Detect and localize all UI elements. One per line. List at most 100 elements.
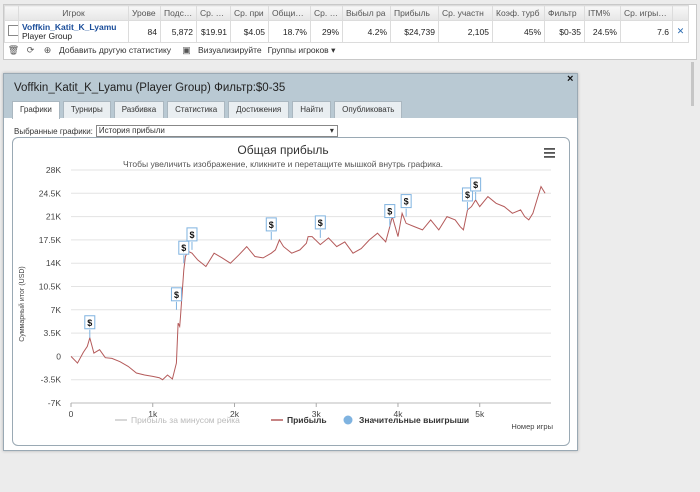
chart-title: Общая прибыль <box>237 143 328 157</box>
chart-select-row: Выбранные графики: История прибыли ▾ <box>14 125 338 137</box>
big-win-marker[interactable]: $ <box>384 204 396 227</box>
marker-label: $ <box>404 197 409 207</box>
dialog-title: Voffkin_Katit_K_Lyamu (Player Group) Фил… <box>14 82 286 94</box>
chart-frame: Общая прибыль Чтобы увеличить изображени… <box>12 137 570 446</box>
chevron-down-icon: ▾ <box>331 44 336 55</box>
y-tick-label: 3.5K <box>44 328 62 338</box>
marker-box <box>470 177 482 192</box>
close-icon[interactable]: × <box>567 73 574 85</box>
big-win-marker[interactable]: $ <box>178 240 190 264</box>
x-tick-label: 0 <box>69 409 74 419</box>
page-scrollbar[interactable] <box>691 62 694 106</box>
header-filter[interactable]: Фильтр <box>544 5 585 21</box>
cell-profit: $24,739 <box>390 20 439 43</box>
y-tick-label: 10.5K <box>39 282 62 292</box>
cell-count: 5,872 <box>160 20 197 43</box>
x-axis-label: Номер игры <box>511 422 553 431</box>
header-extra <box>672 5 689 21</box>
big-win-marker[interactable]: $ <box>170 287 182 310</box>
chart-select[interactable]: История прибыли ▾ <box>95 125 338 137</box>
big-win-marker[interactable]: $ <box>461 187 473 210</box>
y-axis-label: Суммарный итог (USD) <box>18 266 26 342</box>
cell-avg-profit: $4.05 <box>230 20 269 43</box>
cell-avg-stake: $19.91 <box>196 20 231 43</box>
header-avg-stake[interactable]: Ср. ста <box>196 5 231 21</box>
visualize-button[interactable]: Визуализируйте <box>198 45 262 55</box>
add-stats-button[interactable]: Добавить другую статистику <box>59 45 172 55</box>
big-win-marker[interactable]: $ <box>186 227 198 250</box>
marker-label: $ <box>87 318 92 328</box>
visualize-icon[interactable]: ▣ <box>182 44 191 55</box>
trash-icon[interactable]: 🗑 <box>7 44 20 55</box>
marker-label: $ <box>473 180 478 190</box>
header-count[interactable]: Подсчет <box>160 5 197 21</box>
cell-avg-games: 7.6 <box>620 20 673 43</box>
legend-item[interactable]: Значительные выигрыши <box>343 415 470 425</box>
y-tick-label: 7K <box>51 305 62 315</box>
menu-icon[interactable] <box>544 148 555 158</box>
tab-publish[interactable]: Опубликовать <box>334 101 403 118</box>
chart-select-label: Выбранные графики: <box>14 126 93 136</box>
tab-breakdown[interactable]: Разбивка <box>113 101 165 118</box>
big-win-marker[interactable]: $ <box>84 315 96 338</box>
marker-box <box>314 215 326 230</box>
header-profit[interactable]: Прибыль <box>390 5 439 21</box>
close-row-icon[interactable]: ✕ <box>676 26 685 36</box>
chart-series <box>70 185 546 381</box>
header-avg-games[interactable]: Ср. игры /... <box>620 5 673 21</box>
add-icon[interactable]: ⊕ <box>43 44 52 55</box>
header-avg-roi[interactable]: Ср. RC <box>310 5 343 21</box>
player-groups-menu[interactable]: Группы игроков ▾ <box>268 45 336 56</box>
cell-total-roi: 18.7% <box>268 20 311 43</box>
header-avg-profit[interactable]: Ср. при <box>230 5 269 21</box>
marker-label: $ <box>318 218 323 228</box>
dialog-header: Voffkin_Katit_K_Lyamu (Player Group) Фил… <box>4 73 577 119</box>
x-tick-label: 5k <box>475 409 485 419</box>
big-win-marker[interactable]: $ <box>265 217 277 240</box>
stats-header-row: Игрок Урове Подсчет Ср. ста Ср. при Общи… <box>4 5 689 21</box>
tab-tournaments[interactable]: Турниры <box>62 101 111 118</box>
player-name-link[interactable]: Voffkin_Katit_K_Lyamu <box>22 21 117 32</box>
big-win-marker[interactable]: $ <box>314 215 326 238</box>
refresh-icon[interactable]: ⟳ <box>26 44 35 55</box>
marker-label: $ <box>174 290 179 300</box>
chevron-down-icon: ▾ <box>329 126 334 135</box>
marker-label: $ <box>387 207 392 217</box>
marker-box <box>170 287 182 302</box>
tab-achievements[interactable]: Достижения <box>228 101 290 118</box>
y-tick-label: 24.5K <box>39 188 62 198</box>
dialog-tabs: Графики Турниры Разбивка Статистика Дост… <box>12 101 403 119</box>
tab-charts[interactable]: Графики <box>12 101 60 119</box>
tab-find[interactable]: Найти <box>292 101 332 118</box>
header-eliminated[interactable]: Выбыл ра <box>342 5 391 21</box>
header-total-roi[interactable]: Общий RC <box>268 5 311 21</box>
legend-item[interactable]: Прибыль <box>271 415 327 425</box>
header-turbo-coef[interactable]: Коэф. турб <box>492 5 545 21</box>
table-row: Voffkin_Katit_K_Lyamu Player Group 84 5,… <box>4 20 689 43</box>
marker-box <box>84 315 96 330</box>
cell-itm: 24.5% <box>584 20 621 43</box>
chart-legend: Прибыль за минусом рейка Прибыль Значитель… <box>115 415 469 425</box>
y-axis-ticks: -7K -3.5K 0 3.5K 7K 10.5K 14K 17.5K 21K 24.5K 28K <box>39 165 62 408</box>
legend-item[interactable]: Прибыль за минусом рейка <box>115 415 240 425</box>
y-tick-label: 0 <box>56 351 61 361</box>
x-tick-label: 1k <box>148 409 158 419</box>
legend-label: Прибыль за минусом рейка <box>131 415 240 425</box>
marker-label: $ <box>189 230 194 240</box>
marker-label: $ <box>465 190 470 200</box>
header-itm[interactable]: ITM% <box>584 5 621 21</box>
cell-turbo-coef: 45% <box>492 20 545 43</box>
marker-box <box>178 240 190 255</box>
row-checkbox[interactable] <box>8 25 18 36</box>
header-level[interactable]: Урове <box>128 5 161 21</box>
header-checkbox-col <box>4 5 19 21</box>
big-win-marker[interactable]: $ <box>470 177 482 200</box>
profit-chart[interactable]: Общая прибыль Чтобы увеличить изображени… <box>13 138 569 445</box>
header-avg-entrants[interactable]: Ср. участн <box>438 5 493 21</box>
legend-swatch <box>343 415 353 425</box>
big-win-marker[interactable]: $ <box>400 194 412 217</box>
header-player[interactable]: Игрок <box>18 5 129 21</box>
tab-statistics[interactable]: Статистика <box>167 101 226 118</box>
marker-label: $ <box>181 243 186 253</box>
y-tick-label: 21K <box>46 212 61 222</box>
